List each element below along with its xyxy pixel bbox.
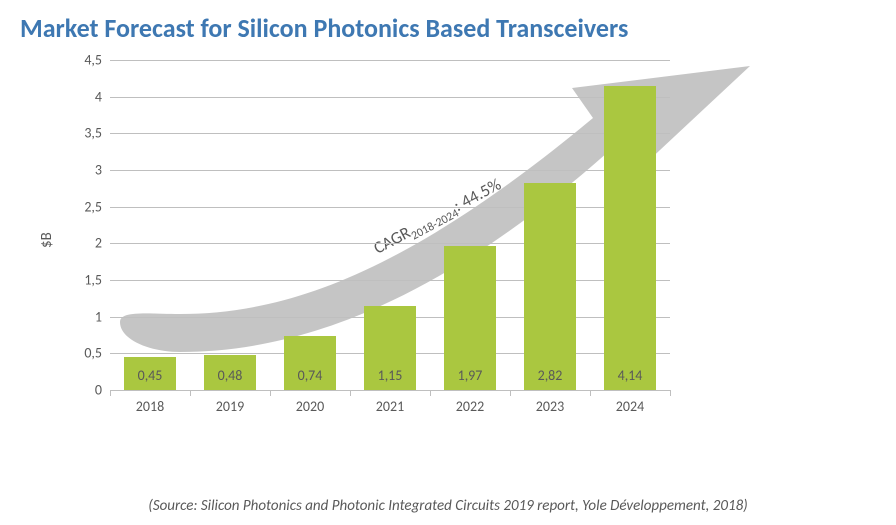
bar-value-label: 1,97 <box>444 367 497 384</box>
x-tick-mark <box>190 390 191 396</box>
gridline <box>110 280 670 281</box>
gridline <box>110 243 670 244</box>
x-tick-mark <box>590 390 591 396</box>
bar: 1,15 <box>364 306 417 390</box>
y-tick-label: 3,5 <box>62 125 102 142</box>
x-tick-mark <box>110 390 111 396</box>
y-tick-label: 2,5 <box>62 198 102 215</box>
x-tick-label: 2022 <box>430 398 510 415</box>
bar-value-label: 4,14 <box>604 367 657 384</box>
x-tick-mark <box>430 390 431 396</box>
y-axis-label: $B <box>38 232 56 248</box>
x-tick-label: 2023 <box>510 398 590 415</box>
x-tick-mark <box>350 390 351 396</box>
chart-area: CAGR2018-2024: 44.5% 00,511,522,533,544,… <box>110 60 860 440</box>
y-tick-label: 1,5 <box>62 272 102 289</box>
source-citation: (Source: Silicon Photonics and Photonic … <box>0 497 896 515</box>
bar: 0,74 <box>284 336 337 390</box>
bar-value-label: 0,74 <box>284 367 337 384</box>
y-tick-label: 1 <box>62 308 102 325</box>
gridline <box>110 170 670 171</box>
gridline <box>110 60 670 61</box>
bar-rect <box>524 183 577 390</box>
x-tick-label: 2020 <box>270 398 350 415</box>
figure-container: Market Forecast for Silicon Photonics Ba… <box>0 0 896 525</box>
y-tick-label: 0,5 <box>62 345 102 362</box>
bar: 4,14 <box>604 86 657 390</box>
bar-value-label: 0,48 <box>204 367 257 384</box>
bar-value-label: 1,15 <box>364 367 417 384</box>
bar: 0,45 <box>124 357 177 390</box>
y-tick-label: 4 <box>62 88 102 105</box>
x-tick-mark <box>510 390 511 396</box>
bar: 0,48 <box>204 355 257 390</box>
x-tick-label: 2019 <box>190 398 270 415</box>
bar: 1,97 <box>444 246 497 390</box>
bar: 2,82 <box>524 183 577 390</box>
x-tick-label: 2018 <box>110 398 190 415</box>
x-tick-label: 2024 <box>590 398 670 415</box>
chart-title: Market Forecast for Silicon Photonics Ba… <box>20 12 628 44</box>
gridline <box>110 133 670 134</box>
gridline <box>110 97 670 98</box>
y-tick-label: 0 <box>62 382 102 399</box>
y-tick-label: 3 <box>62 162 102 179</box>
x-tick-mark <box>670 390 671 396</box>
x-tick-label: 2021 <box>350 398 430 415</box>
gridline <box>110 207 670 208</box>
y-tick-label: 2 <box>62 235 102 252</box>
bar-rect <box>604 86 657 390</box>
y-tick-label: 4,5 <box>62 52 102 69</box>
bar-value-label: 0,45 <box>124 367 177 384</box>
plot-region: 00,511,522,533,544,50,4520180,4820190,74… <box>110 60 860 440</box>
x-tick-mark <box>270 390 271 396</box>
x-axis-line <box>110 390 670 391</box>
bar-value-label: 2,82 <box>524 367 577 384</box>
